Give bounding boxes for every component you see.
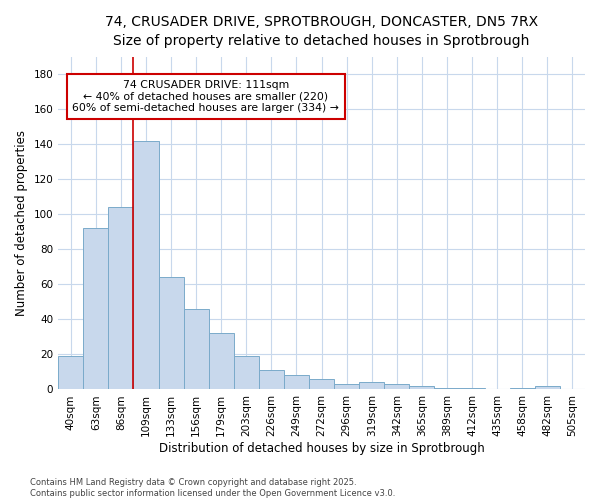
Bar [309, 379, 334, 390]
Bar [184, 309, 209, 390]
Y-axis label: Number of detached properties: Number of detached properties [15, 130, 28, 316]
Bar [510, 388, 535, 390]
Bar [409, 386, 434, 390]
Bar [434, 388, 460, 390]
Bar [259, 370, 284, 390]
Bar [234, 356, 259, 390]
Bar [209, 334, 234, 390]
Bar [334, 384, 359, 390]
Bar [284, 376, 309, 390]
Bar [58, 356, 83, 390]
Bar [385, 384, 409, 390]
Bar [460, 388, 485, 390]
Bar [359, 382, 385, 390]
X-axis label: Distribution of detached houses by size in Sprotbrough: Distribution of detached houses by size … [159, 442, 484, 455]
Text: Contains HM Land Registry data © Crown copyright and database right 2025.
Contai: Contains HM Land Registry data © Crown c… [30, 478, 395, 498]
Title: 74, CRUSADER DRIVE, SPROTBROUGH, DONCASTER, DN5 7RX
Size of property relative to: 74, CRUSADER DRIVE, SPROTBROUGH, DONCAST… [105, 15, 538, 48]
Bar [83, 228, 109, 390]
Bar [535, 386, 560, 390]
Bar [109, 208, 133, 390]
Bar [158, 278, 184, 390]
Bar [133, 140, 158, 390]
Text: 74 CRUSADER DRIVE: 111sqm
← 40% of detached houses are smaller (220)
60% of semi: 74 CRUSADER DRIVE: 111sqm ← 40% of detac… [72, 80, 339, 113]
